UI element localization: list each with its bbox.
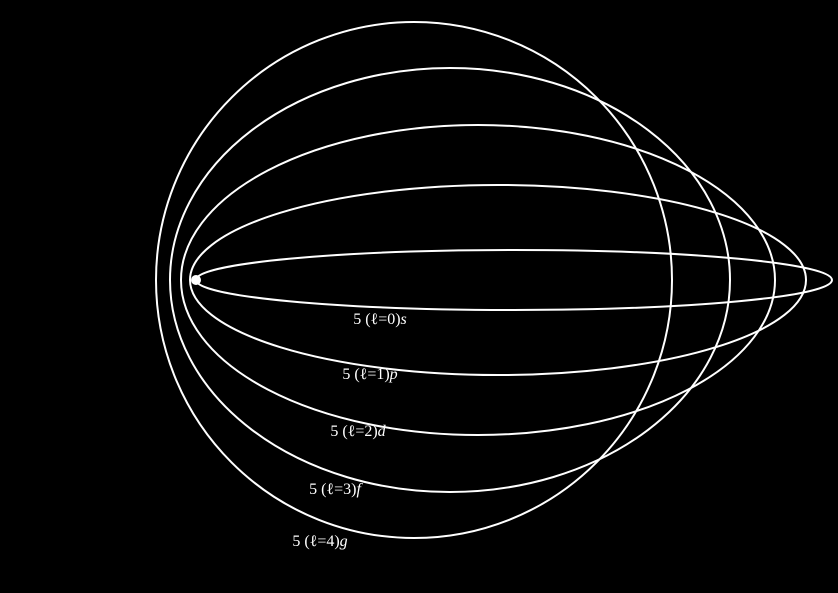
orbit-label-pre-g: 5 (ℓ=4) [292, 533, 339, 550]
orbit-label-letter-s: s [401, 311, 407, 328]
orbit-label-p: 5 (ℓ=1)p [342, 366, 397, 383]
background [0, 0, 838, 593]
orbit-label-g: 5 (ℓ=4)g [292, 533, 347, 550]
orbit-label-pre-d: 5 (ℓ=2) [330, 423, 377, 440]
nucleus-dot [191, 275, 201, 285]
orbit-label-letter-g: g [340, 533, 348, 550]
orbit-label-letter-p: p [389, 366, 398, 383]
orbit-label-letter-d: d [378, 423, 387, 440]
orbit-label-pre-s: 5 (ℓ=0) [353, 311, 400, 328]
orbit-label-pre-p: 5 (ℓ=1) [342, 366, 389, 383]
orbit-label-d: 5 (ℓ=2)d [330, 423, 386, 440]
orbit-label-f: 5 (ℓ=3)f [309, 481, 363, 498]
orbit-label-pre-f: 5 (ℓ=3) [309, 481, 356, 498]
orbit-label-s: 5 (ℓ=0)s [353, 311, 407, 328]
